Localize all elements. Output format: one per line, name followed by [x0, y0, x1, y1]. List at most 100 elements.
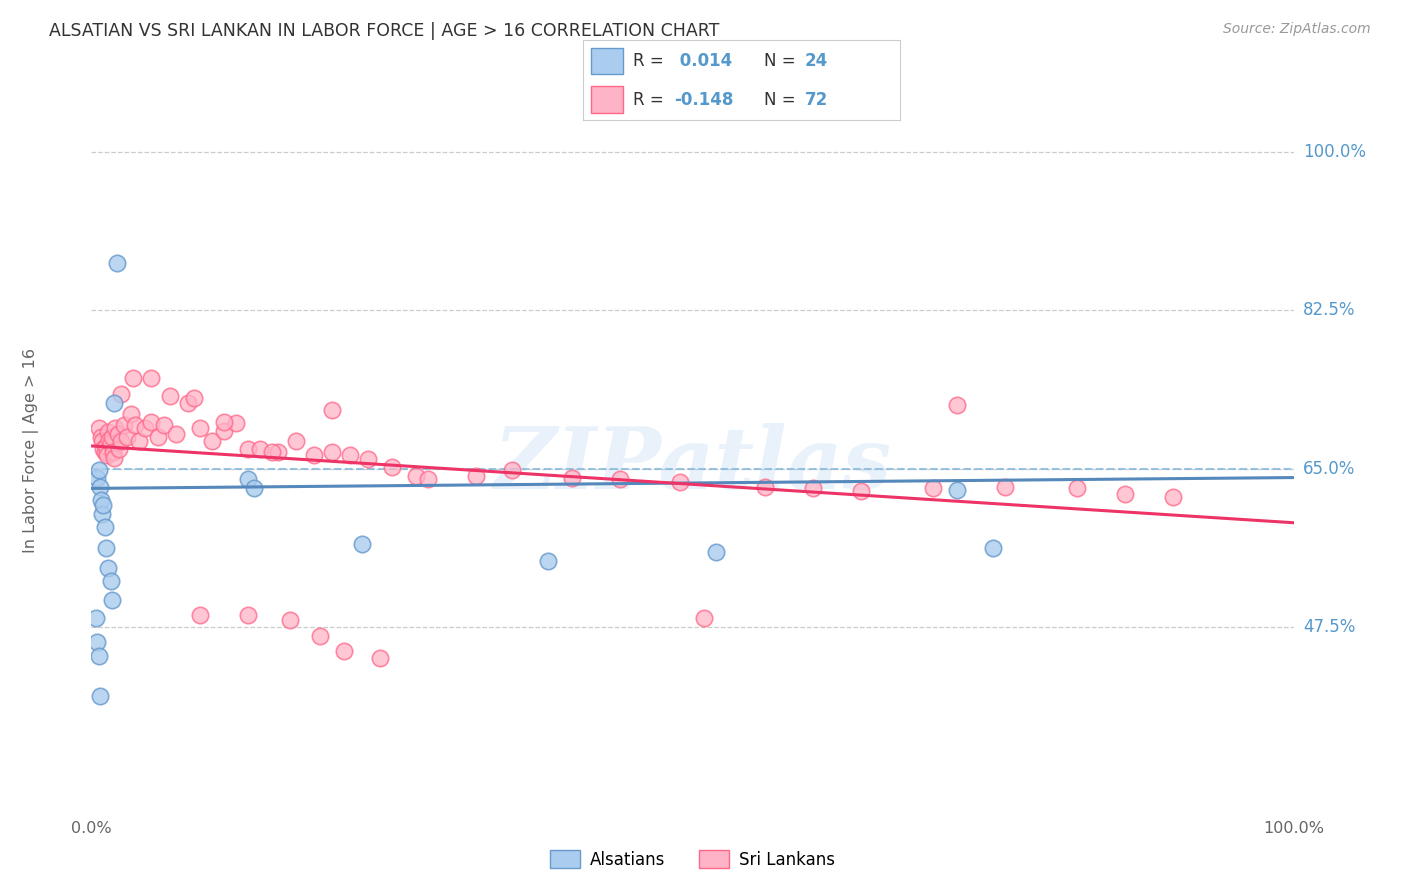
- Point: [107, 427, 129, 442]
- Point: [946, 398, 969, 412]
- Point: [669, 475, 692, 489]
- Point: [134, 421, 156, 435]
- Text: 0.0%: 0.0%: [72, 821, 111, 836]
- Point: [87, 649, 110, 664]
- Point: [100, 574, 122, 588]
- Point: [146, 430, 169, 444]
- Point: [308, 629, 330, 643]
- Point: [89, 480, 111, 494]
- Point: [104, 421, 127, 435]
- Point: [141, 415, 163, 429]
- Point: [112, 418, 135, 433]
- Point: [754, 480, 776, 494]
- Text: R =: R =: [633, 91, 668, 109]
- Point: [94, 439, 117, 453]
- Point: [84, 611, 107, 625]
- Point: [1161, 491, 1184, 505]
- Text: 100.0%: 100.0%: [1303, 144, 1367, 161]
- Point: [236, 442, 259, 456]
- Point: [128, 434, 150, 449]
- Text: 47.5%: 47.5%: [1303, 617, 1355, 636]
- Point: [105, 256, 128, 270]
- Point: [87, 421, 110, 435]
- Point: [117, 430, 139, 444]
- Text: 72: 72: [804, 91, 828, 109]
- Point: [849, 484, 872, 499]
- Point: [93, 498, 115, 512]
- Point: [236, 607, 259, 622]
- Point: [91, 507, 114, 521]
- Point: [212, 424, 235, 438]
- Point: [242, 482, 264, 496]
- Point: [96, 448, 118, 462]
- Point: [1114, 487, 1136, 501]
- Text: N =: N =: [763, 52, 800, 70]
- FancyBboxPatch shape: [592, 87, 623, 112]
- Point: [801, 482, 824, 496]
- Point: [302, 448, 325, 462]
- Point: [212, 415, 235, 429]
- FancyBboxPatch shape: [592, 48, 623, 74]
- Point: [225, 417, 247, 431]
- Point: [994, 480, 1017, 494]
- Point: [124, 418, 146, 433]
- Point: [706, 544, 728, 558]
- Point: [350, 537, 373, 551]
- Point: [981, 541, 1004, 555]
- Point: [183, 391, 205, 405]
- Text: 100.0%: 100.0%: [1263, 821, 1324, 836]
- Point: [561, 470, 583, 484]
- Point: [120, 407, 142, 421]
- Point: [236, 472, 259, 486]
- Point: [381, 459, 404, 474]
- Point: [922, 482, 945, 496]
- Point: [165, 427, 187, 442]
- Point: [405, 468, 427, 483]
- Text: N =: N =: [763, 91, 800, 109]
- Point: [152, 418, 174, 433]
- Point: [501, 463, 523, 477]
- Point: [333, 644, 356, 658]
- Text: ZIPatlas: ZIPatlas: [494, 423, 891, 507]
- Point: [321, 445, 343, 459]
- Point: [159, 389, 181, 403]
- Point: [122, 371, 145, 385]
- Point: [101, 445, 124, 459]
- Point: [93, 520, 115, 534]
- Point: [101, 592, 124, 607]
- Point: [94, 541, 117, 555]
- Point: [321, 402, 343, 417]
- Point: [260, 445, 283, 459]
- Point: [201, 434, 224, 449]
- Text: 65.0%: 65.0%: [1303, 459, 1355, 477]
- Point: [368, 651, 391, 665]
- Point: [100, 436, 122, 450]
- Text: 0.014: 0.014: [673, 52, 733, 70]
- Text: ALSATIAN VS SRI LANKAN IN LABOR FORCE | AGE > 16 CORRELATION CHART: ALSATIAN VS SRI LANKAN IN LABOR FORCE | …: [49, 22, 720, 40]
- Point: [339, 448, 361, 462]
- Point: [103, 396, 125, 410]
- Text: -0.148: -0.148: [673, 91, 733, 109]
- Point: [176, 396, 198, 410]
- Point: [141, 371, 163, 385]
- Point: [91, 434, 114, 449]
- Point: [609, 472, 631, 486]
- Point: [249, 442, 271, 456]
- Point: [90, 493, 112, 508]
- Point: [537, 554, 560, 568]
- Text: In Labor Force | Age > 16: In Labor Force | Age > 16: [24, 348, 39, 553]
- Point: [93, 445, 115, 459]
- Legend: Alsatians, Sri Lankans: Alsatians, Sri Lankans: [544, 844, 841, 876]
- Point: [108, 442, 131, 456]
- Text: R =: R =: [633, 52, 668, 70]
- Point: [1066, 482, 1088, 496]
- Point: [278, 613, 301, 627]
- Point: [89, 689, 111, 703]
- Point: [188, 607, 211, 622]
- Point: [98, 433, 121, 447]
- Point: [101, 430, 124, 444]
- Point: [693, 610, 716, 624]
- Point: [465, 468, 488, 483]
- Point: [110, 434, 132, 449]
- Point: [87, 463, 110, 477]
